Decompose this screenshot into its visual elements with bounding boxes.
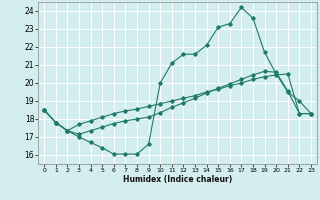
X-axis label: Humidex (Indice chaleur): Humidex (Indice chaleur)	[123, 175, 232, 184]
